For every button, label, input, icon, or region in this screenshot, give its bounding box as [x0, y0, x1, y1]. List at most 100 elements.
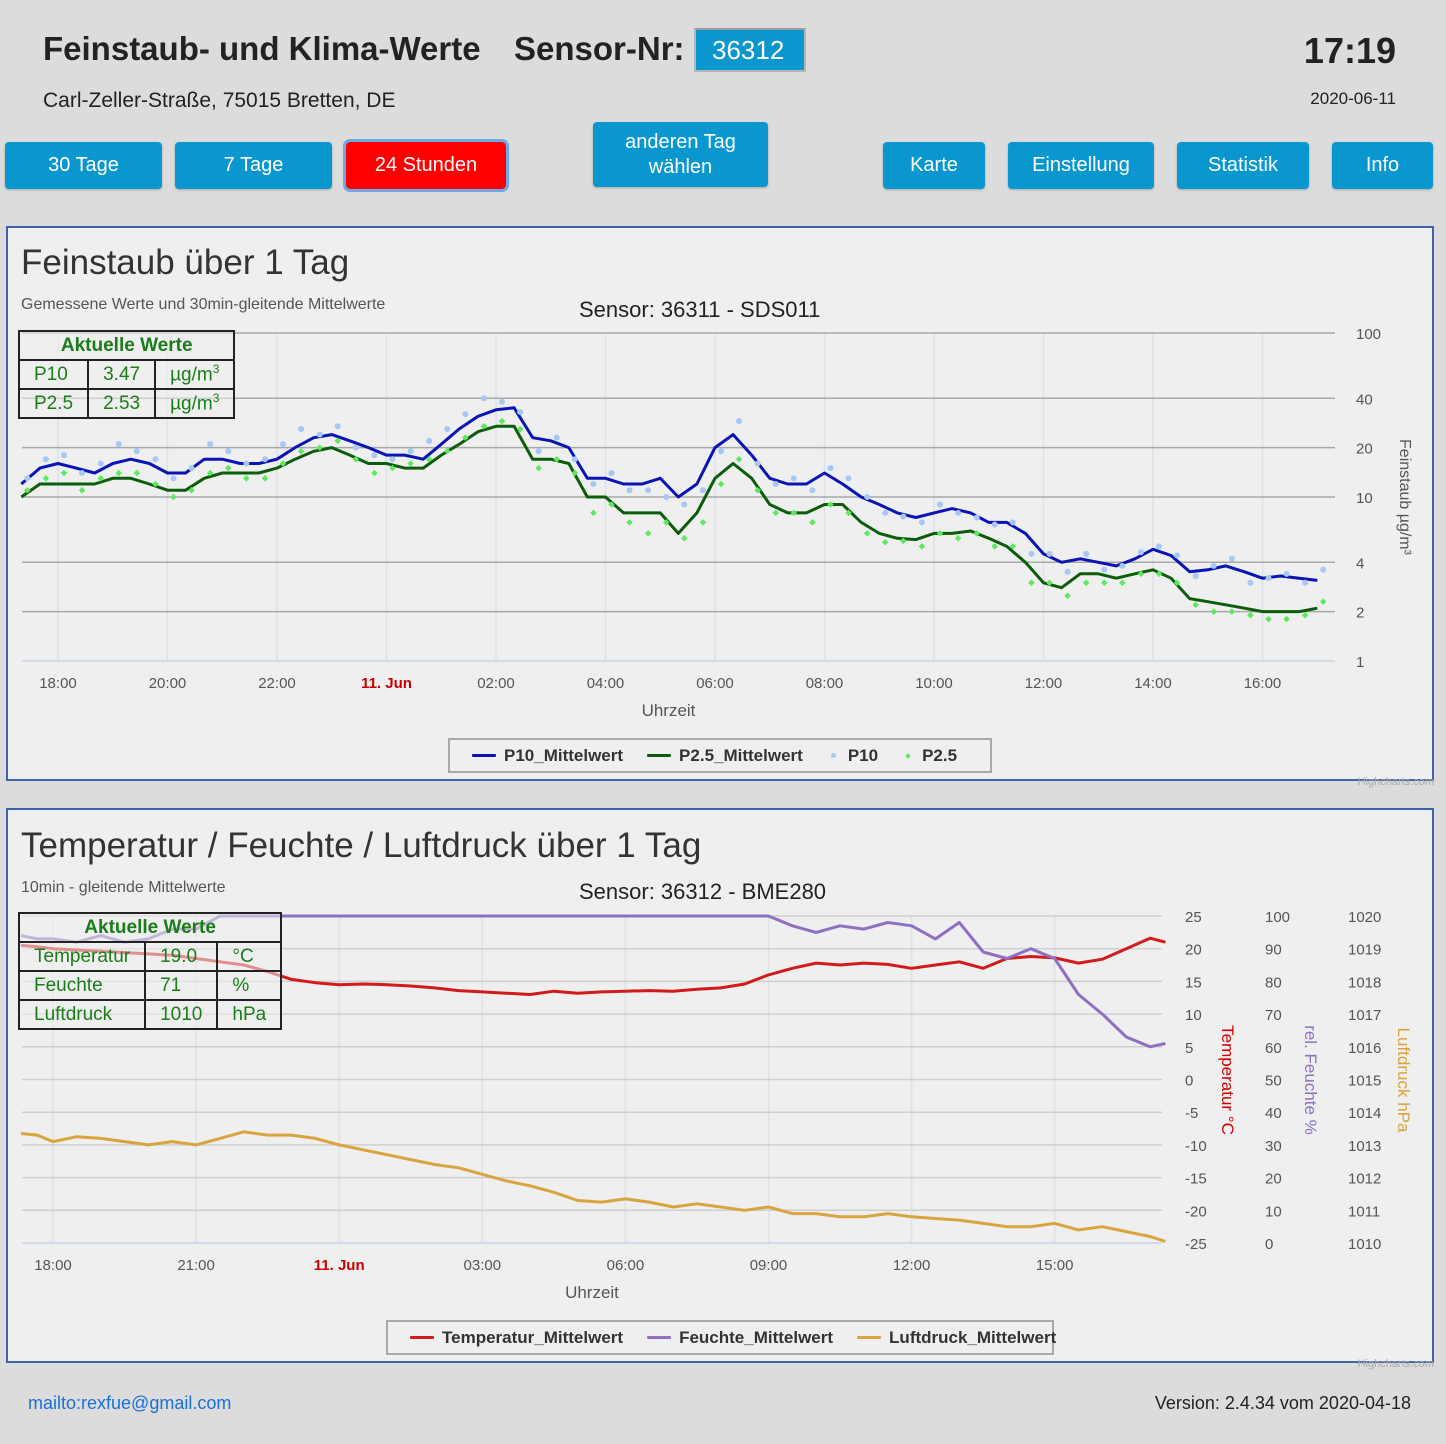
data-point-p10 — [645, 487, 652, 494]
data-point-p10 — [316, 431, 323, 438]
data-point-p25 — [608, 501, 615, 508]
settings-button[interactable]: Einstellung — [1008, 142, 1154, 189]
range-30-days-button[interactable]: 30 Tage — [5, 142, 162, 189]
p25-unit-text: µg/m — [170, 393, 213, 415]
y-tick-label: 100 — [1356, 326, 1381, 343]
data-point-p10 — [352, 444, 359, 451]
data-point-p25 — [78, 486, 86, 494]
data-point-p25 — [571, 469, 579, 477]
highcharts-credit[interactable]: Highcharts.com — [1357, 776, 1434, 788]
legend-item-humidity[interactable]: Feuchte_Mittelwert — [647, 1328, 833, 1348]
data-point-p10 — [937, 501, 943, 508]
data-point-p25 — [973, 530, 980, 537]
p25-unit: µg/m3 — [154, 388, 236, 419]
humidity-unit: % — [216, 970, 283, 1001]
data-point-p10 — [1302, 579, 1309, 586]
data-point-p10 — [1156, 543, 1162, 550]
data-point-p25 — [590, 509, 597, 517]
y-tick-label: 80 — [1265, 974, 1282, 991]
x-tick-label: 12:00 — [1025, 675, 1063, 692]
p10-unit-sup: 3 — [212, 362, 220, 377]
legend-label: Feuchte_Mittelwert — [679, 1327, 834, 1347]
y-tick-label: 100 — [1265, 909, 1290, 926]
data-point-p10 — [389, 456, 396, 463]
legend-item-pressure[interactable]: Luftdruck_Mittelwert — [857, 1328, 1056, 1348]
data-point-p25 — [863, 530, 871, 537]
dust-chart-title: Feinstaub über 1 Tag — [21, 243, 350, 282]
data-point-p10 — [170, 475, 177, 482]
legend-item-p25-mean[interactable]: P2.5_Mittelwert — [647, 746, 803, 766]
data-point-p10 — [371, 452, 378, 459]
y-tick-label: 20 — [1185, 942, 1202, 959]
range-7-days-button[interactable]: 7 Tage — [175, 142, 332, 189]
data-point-p10 — [1009, 519, 1016, 526]
table-row: P10 3.47 µg/m3 — [17, 359, 236, 390]
statistics-button[interactable]: Statistik — [1177, 142, 1309, 189]
sensor-number-label: Sensor-Nr: — [514, 30, 685, 67]
data-point-p10 — [1210, 562, 1217, 569]
data-point-p25 — [425, 455, 433, 463]
data-point-p25 — [717, 480, 725, 488]
y-axis-title: Temperatur °C — [1218, 1025, 1237, 1135]
data-point-p10 — [973, 514, 980, 521]
data-point-p25 — [827, 501, 834, 508]
data-point-p10 — [1283, 570, 1290, 577]
choose-other-day-button[interactable]: anderen Tag wählen — [593, 122, 768, 187]
series-line-p2-5-mittelwert — [20, 424, 1318, 614]
data-point-p25 — [954, 535, 962, 542]
data-point-p10 — [681, 501, 688, 508]
data-point-p25 — [498, 417, 506, 425]
data-point-p10 — [1320, 566, 1327, 573]
p10-name: P10 — [17, 359, 90, 390]
dust-chart: 18:00 20:00 22:00 11. Jun 02:00 04:00 06:00 08:… — [20, 326, 1413, 720]
data-point-p25 — [1210, 608, 1218, 615]
x-tick-label: 12:00 — [893, 1257, 931, 1274]
data-point-p10 — [918, 519, 925, 526]
choose-other-day-line2: wählen — [648, 155, 713, 178]
data-point-p25 — [681, 535, 688, 542]
info-button[interactable]: Info — [1332, 142, 1433, 189]
x-tick-label: 18:00 — [39, 675, 77, 692]
y-tick-label: 10 — [1185, 1007, 1202, 1024]
data-point-p10 — [663, 494, 670, 500]
legend-label: Temperatur_Mittelwert — [442, 1327, 624, 1347]
y-tick-label: -10 — [1185, 1138, 1207, 1155]
highcharts-credit[interactable]: Highcharts.com — [1357, 1358, 1434, 1370]
x-tick-label: 10:00 — [915, 675, 953, 692]
dust-current-heading: Aktuelle Werte — [17, 330, 236, 361]
data-point-p25 — [243, 475, 250, 482]
legend-item-p25[interactable]: P2.5 — [902, 746, 957, 766]
data-point-p10 — [864, 494, 871, 500]
series-line-luftdruck-mittelwert — [20, 1130, 1166, 1243]
data-point-p10 — [699, 487, 706, 494]
table-row: Temperatur 19.0 °C — [17, 941, 283, 972]
sensor-number-input[interactable]: 36312 — [694, 28, 806, 72]
data-point-p10 — [499, 398, 505, 405]
y-axis-title: Luftdruck hPa — [1394, 1028, 1413, 1133]
y-tick-label: 1016 — [1348, 1040, 1381, 1057]
y-tick-label: 1010 — [1348, 1236, 1381, 1253]
climate-chart-legend: Temperatur_Mittelwert Feuchte_Mittelwert… — [386, 1320, 1056, 1355]
page-title: Feinstaub- und Klima-Werte — [43, 30, 481, 67]
y-tick-label: -5 — [1185, 1105, 1198, 1122]
legend-swatch-icon — [647, 754, 672, 757]
legend-item-temperature[interactable]: Temperatur_Mittelwert — [410, 1328, 623, 1348]
map-button[interactable]: Karte — [883, 142, 985, 189]
data-point-p25 — [790, 509, 798, 517]
legend-swatch-icon — [857, 1336, 882, 1339]
x-tick-label: 06:00 — [696, 675, 734, 692]
data-point-p25 — [918, 543, 926, 550]
range-24-hours-button[interactable]: 24 Stunden — [343, 139, 509, 192]
x-tick-label: 06:00 — [607, 1257, 645, 1274]
data-point-p10 — [24, 475, 31, 482]
data-point-p10 — [790, 475, 797, 482]
data-point-p10 — [1174, 552, 1181, 559]
data-point-p10 — [1137, 549, 1144, 556]
y-tick-label: 0 — [1185, 1073, 1193, 1090]
legend-item-p10[interactable]: P10 — [827, 746, 878, 766]
email-link[interactable]: mailto:rexfue@gmail.com — [28, 1393, 232, 1413]
data-point-p10 — [42, 456, 49, 463]
legend-label: P10_Mittelwert — [504, 745, 624, 765]
x-axis-title: Uhrzeit — [642, 701, 696, 720]
legend-item-p10-mean[interactable]: P10_Mittelwert — [472, 746, 623, 766]
